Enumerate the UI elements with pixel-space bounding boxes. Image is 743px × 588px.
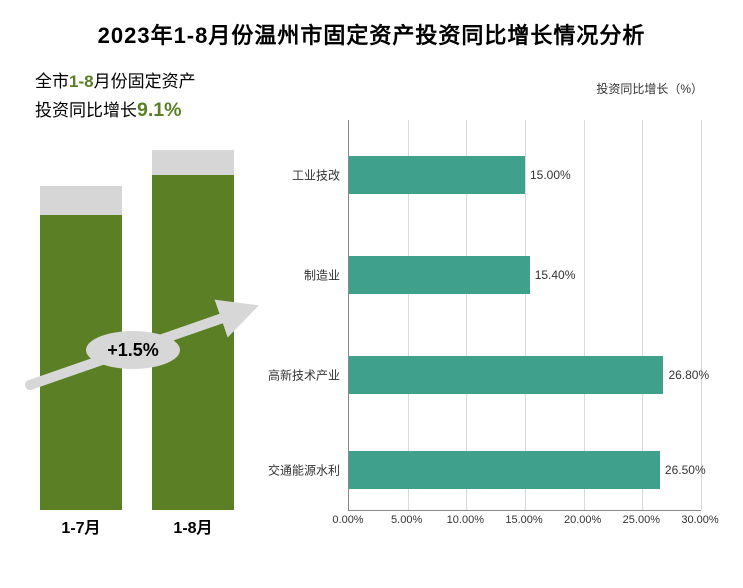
- subtitle-line2: 投资同比增长9.1%: [35, 95, 196, 126]
- subtitle-l2-emph: 9.1%: [137, 99, 182, 121]
- hbar-category-label: 交通能源水利: [240, 462, 340, 479]
- subtitle-block: 全市1-8月份固定资产 投资同比增长9.1%: [35, 68, 196, 126]
- delta-badge: +1.5%: [86, 331, 180, 369]
- right-overlay: 0.00%5.00%10.00%15.00%20.00%25.00%30.00%…: [348, 120, 700, 540]
- subtitle-l1-emph: 1-8: [69, 72, 94, 91]
- subtitle-l1-suffix: 月份固定资产: [94, 72, 196, 91]
- x-tick-label: 5.00%: [391, 514, 422, 526]
- hbar-category-label: 工业技改: [240, 167, 340, 184]
- left-stacked-bar-chart: 1-7月1-8月 +1.5%: [35, 150, 245, 530]
- x-tick-label: 10.00%: [447, 514, 484, 526]
- x-tick-label: 0.00%: [332, 514, 363, 526]
- right-axis-title: 投资同比增长（%）: [596, 80, 703, 97]
- subtitle-l2-prefix: 投资同比增长: [35, 101, 137, 120]
- hbar-category-label: 制造业: [240, 267, 340, 284]
- hbar-value-label: 26.50%: [665, 463, 706, 477]
- trend-arrow: [35, 150, 245, 510]
- grid-line: [701, 120, 702, 510]
- x-tick-label: 20.00%: [564, 514, 601, 526]
- hbar-value-label: 15.00%: [530, 168, 571, 182]
- x-tick-label: 15.00%: [505, 514, 542, 526]
- hbar-value-label: 15.40%: [535, 268, 576, 282]
- subtitle-line1: 全市1-8月份固定资产: [35, 68, 196, 95]
- x-tick-label: 25.00%: [623, 514, 660, 526]
- chart-title: 2023年1-8月份温州市固定资产投资同比增长情况分析: [0, 0, 743, 50]
- hbar-value-label: 26.80%: [668, 368, 709, 382]
- subtitle-l1-prefix: 全市: [35, 72, 69, 91]
- hbar-category-label: 高新技术产业: [240, 367, 340, 384]
- left-x-label: 1-8月: [152, 514, 234, 538]
- left-x-label: 1-7月: [40, 514, 122, 538]
- x-tick-label: 30.00%: [681, 514, 718, 526]
- right-horizontal-bar-chart: 0.00% 5.00% 10.00% 15.00% 20.00% 25.00% 30.00%…: [262, 120, 722, 540]
